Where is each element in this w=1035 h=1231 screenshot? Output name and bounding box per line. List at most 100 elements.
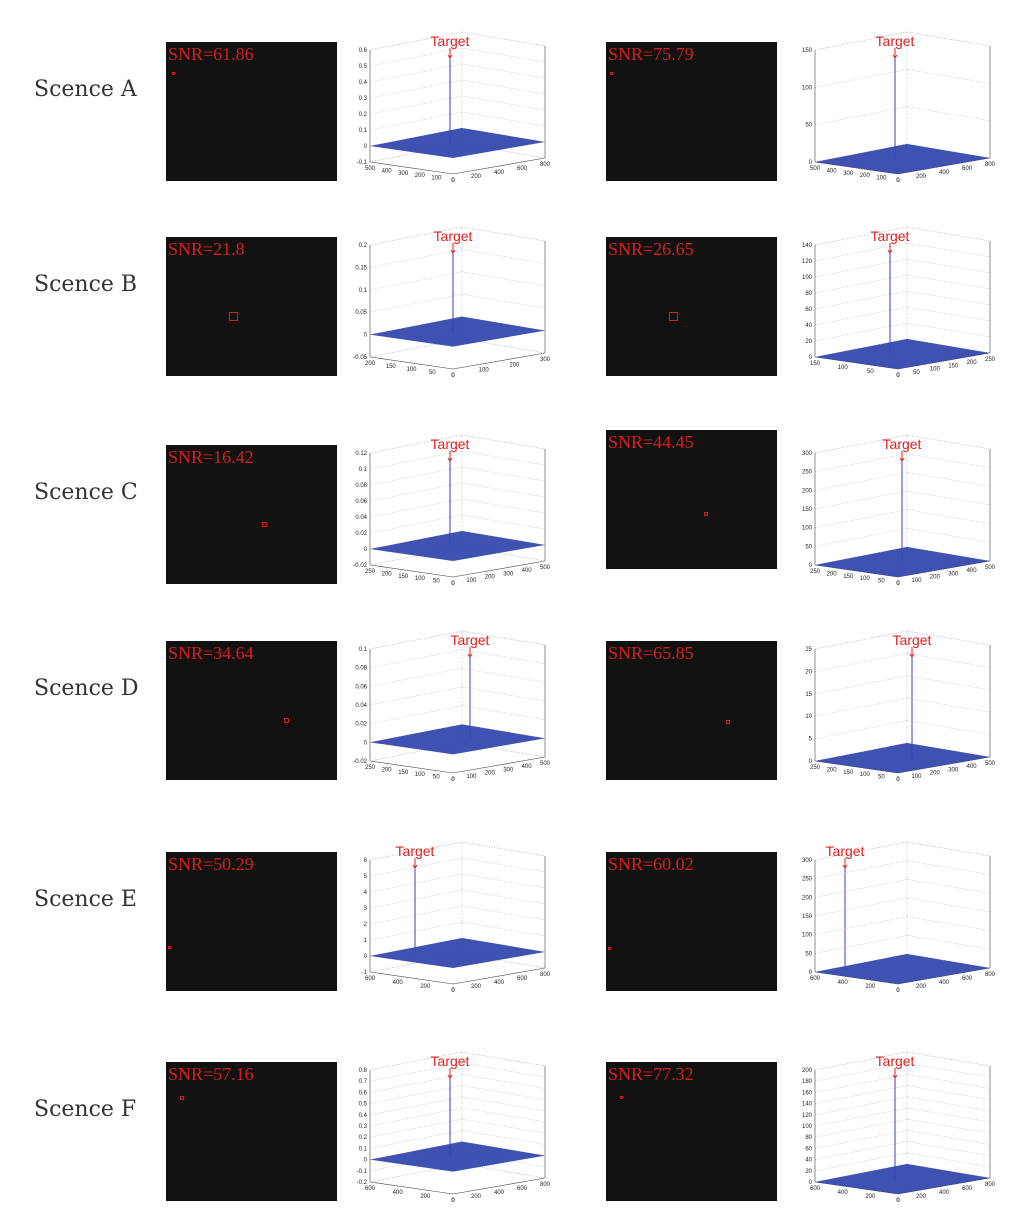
axis-line [369, 482, 463, 502]
scene-label: Scence C [34, 480, 138, 505]
axis-line [461, 857, 546, 873]
surface-plane [815, 339, 990, 369]
z-tick-label: 0 [364, 144, 368, 150]
axis-line [461, 1152, 546, 1168]
detection-image: SNR=65.85 [606, 641, 777, 780]
axis-line [814, 630, 908, 650]
axis-line [814, 935, 908, 954]
axis-line [814, 1062, 908, 1082]
axis-line [369, 111, 463, 131]
axis-line [369, 127, 463, 147]
axis-line [369, 226, 463, 246]
z-tick-label: 0.05 [355, 310, 367, 316]
axis-line [814, 434, 908, 454]
axis-line [369, 1107, 463, 1127]
z-tick-label: 6 [364, 858, 368, 864]
y-tick-label: 0 [896, 178, 900, 184]
x-tick-label: 0 [896, 178, 900, 184]
axis-line [906, 1085, 991, 1100]
axis-line [369, 937, 463, 957]
x-tick-label: 200 [827, 767, 838, 773]
surface-plane [815, 743, 990, 773]
surface-plot: 3002502001501005006004002000020040060080… [802, 841, 996, 994]
z-tick-label: 50 [805, 951, 812, 957]
axis-line [814, 509, 908, 528]
axis-line [461, 1107, 546, 1123]
axis-line [814, 675, 908, 695]
axis-line [461, 530, 546, 546]
x-tick-label: 150 [843, 770, 854, 776]
target-box [620, 1096, 623, 1099]
axis-line [461, 1163, 546, 1179]
axis-line [461, 293, 546, 309]
z-tick-label: 4 [364, 890, 368, 896]
axis-line [814, 472, 908, 491]
y-tick-label: 100 [479, 368, 490, 374]
axis-line [906, 242, 991, 258]
x-tick-label: 0 [451, 373, 455, 379]
axis-line [369, 649, 463, 668]
y-tick-label: 300 [948, 571, 959, 577]
y-tick-label: 600 [962, 166, 973, 172]
axis-line [906, 697, 991, 713]
y-tick-label: 800 [540, 972, 551, 978]
axis-line [906, 879, 991, 894]
target-label: Target [883, 436, 922, 452]
y-tick-label: 400 [939, 1190, 950, 1196]
z-tick-label: 0 [809, 970, 813, 976]
x-tick-label: 0 [451, 178, 455, 184]
snr-text: SNR=75.79 [608, 44, 694, 64]
axis-line [461, 905, 546, 921]
axis-line [461, 841, 546, 857]
axis-line [814, 897, 908, 917]
y-tick-label: 100 [930, 367, 941, 373]
surface-plane [370, 531, 545, 561]
z-tick-label: 100 [802, 1124, 813, 1130]
axis-line [461, 1051, 546, 1067]
x-tick-label: 200 [420, 1194, 431, 1200]
axis-line [369, 1074, 463, 1093]
axis-line [906, 1141, 991, 1156]
axis-line [814, 860, 908, 879]
z-tick-label: 150 [802, 507, 813, 513]
y-tick-label: 200 [471, 984, 482, 990]
x-tick-label: 250 [365, 765, 376, 771]
z-tick-label: 300 [802, 451, 813, 457]
surface-plane [370, 316, 545, 347]
axis-line [369, 1051, 463, 1071]
z-tick-label: 0.1 [359, 1146, 368, 1152]
z-tick-label: 0.1 [359, 288, 368, 294]
surface-plot: 0.80.70.60.50.40.30.20.10-0.1-0.26004002… [357, 1051, 551, 1204]
axis-line [369, 705, 463, 724]
target-arrow [467, 647, 473, 658]
axis-line [814, 879, 908, 898]
axis-line [461, 921, 546, 937]
axis-line [814, 31, 908, 51]
axis-line [369, 630, 463, 650]
axis-line [369, 31, 463, 51]
axis-line [369, 47, 463, 67]
y-tick-label: 100 [466, 578, 477, 584]
x-tick-label: 150 [398, 574, 409, 580]
x-tick-label: 600 [365, 1186, 376, 1192]
y-tick-label: 600 [962, 1186, 973, 1192]
axis-line [369, 1130, 463, 1149]
x-tick-label: 250 [810, 569, 821, 575]
target-label: Target [876, 1053, 915, 1069]
y-tick-label: 200 [930, 771, 941, 777]
x-tick-label: 0 [451, 777, 455, 783]
z-tick-label: 160 [802, 1090, 813, 1096]
x-tick-label: 200 [382, 767, 393, 773]
z-tick-label: 0.1 [359, 128, 368, 134]
target-label: Target [434, 228, 473, 244]
axis-line [906, 290, 991, 306]
axis-line [461, 1130, 546, 1145]
y-tick-label: 0 [451, 178, 455, 184]
axis-line [461, 668, 546, 683]
target-box [284, 718, 289, 723]
x-tick-label: 150 [810, 361, 821, 367]
